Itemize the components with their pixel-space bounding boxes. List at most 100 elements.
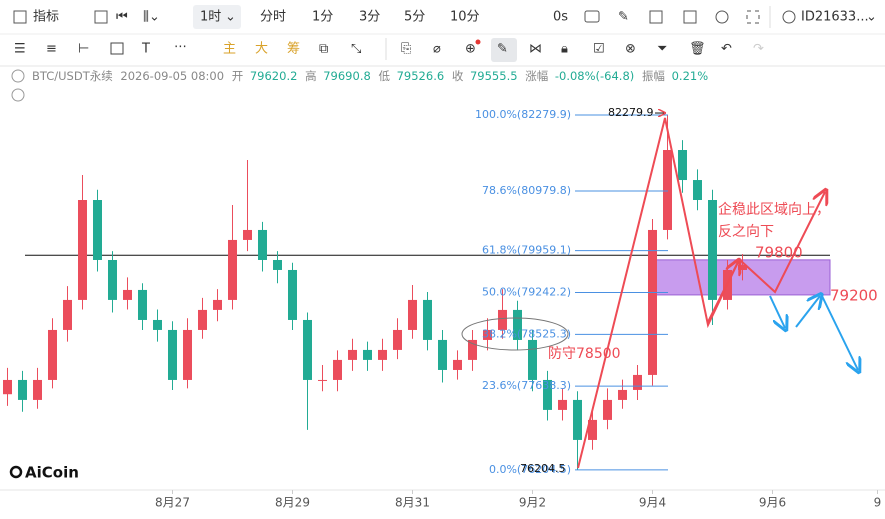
toggle-icon[interactable]: [11, 69, 25, 83]
candle-body: [348, 349, 357, 360]
tool-icon[interactable]: ⊗: [625, 42, 636, 57]
candle-body: [78, 200, 87, 300]
badge: [475, 39, 481, 45]
tool-button[interactable]: 大: [255, 42, 268, 57]
interval-list: 分时 1分 3分 5分 10分: [260, 10, 480, 25]
interval-option[interactable]: 1分: [312, 10, 333, 25]
toggle-icon[interactable]: [11, 88, 25, 102]
candle-body: [243, 229, 252, 240]
label: 开: [232, 69, 244, 83]
icon[interactable]: ⏮: [116, 10, 128, 25]
interval-selected-bg[interactable]: [193, 5, 241, 29]
icon[interactable]: [94, 10, 108, 24]
indicator-button[interactable]: 指标: [33, 10, 59, 25]
fullscreen-icon[interactable]: [746, 10, 760, 24]
tool-icon[interactable]: ⊕: [465, 42, 476, 57]
candle-body: [63, 299, 72, 330]
tool-icon[interactable]: ↷: [753, 42, 765, 57]
x-tick-label: 9月4: [639, 496, 666, 510]
candle-body: [198, 309, 207, 330]
blue-arrow: [821, 295, 858, 370]
icon[interactable]: [683, 10, 697, 24]
tool-icon[interactable]: ⧉: [319, 42, 328, 57]
logo-mark: [9, 465, 23, 479]
candle-body: [633, 374, 642, 390]
interval-option[interactable]: 5分: [404, 10, 425, 25]
tool-icon[interactable]: ☑: [593, 42, 605, 57]
icon: [13, 10, 27, 24]
value: 79555.5: [470, 69, 518, 83]
fib-label: 78.6%(80979.8): [482, 184, 571, 197]
candle-body: [108, 259, 117, 300]
toolbar-bg: [0, 0, 885, 34]
logo-text: AiCoin: [25, 464, 79, 482]
candle-body: [588, 419, 597, 440]
tool-icon[interactable]: ⋯: [174, 40, 187, 55]
tool-icon[interactable]: 🔒︎: [561, 42, 568, 57]
settings-icon[interactable]: [715, 10, 729, 24]
candle-body: [333, 359, 342, 380]
candle-body: [663, 150, 672, 230]
tool-icon[interactable]: 🗑︎: [689, 41, 706, 57]
tool-icon[interactable]: ≡: [46, 42, 57, 57]
candle-body: [738, 264, 747, 270]
candle-body: [153, 319, 162, 330]
account-id[interactable]: ID21633...: [801, 10, 869, 25]
edit-icon[interactable]: ✎: [618, 10, 629, 25]
blue-arrow: [769, 295, 785, 328]
fib-label: 50.0%(79242.2): [482, 285, 571, 298]
candle-body: [498, 309, 507, 330]
fib-label: 100.0%(82279.9): [475, 108, 571, 121]
chevron[interactable]: ⌄: [225, 10, 236, 25]
candle-body: [168, 329, 177, 380]
icon[interactable]: [649, 10, 663, 24]
candle-body: [303, 319, 312, 380]
x-tick-label: 9月6: [759, 496, 786, 510]
candle-body: [213, 299, 222, 310]
tool-selected-bg[interactable]: [491, 38, 517, 62]
annotation: 企稳此区域向上，: [718, 201, 830, 218]
x-tick-label: 8月29: [275, 496, 310, 510]
interval-option[interactable]: 分时: [260, 10, 286, 25]
x-tick-label: 9: [874, 496, 882, 510]
candle-body: [453, 359, 462, 370]
tool-icon[interactable]: ⊢: [78, 42, 89, 57]
camera-icon[interactable]: [584, 10, 600, 23]
candle-body: [123, 289, 132, 300]
link-icon: [782, 10, 796, 24]
interval-selected[interactable]: 1时: [200, 10, 221, 25]
tool-icon[interactable]: ⎘: [401, 42, 411, 57]
x-tick-label: 9月2: [519, 496, 546, 510]
value: -0.08%(-64.8): [555, 69, 634, 83]
candle-body: [693, 180, 702, 201]
candle-body: [483, 329, 492, 340]
tool-icon[interactable]: ☰: [14, 42, 26, 57]
interval-option[interactable]: 3分: [359, 10, 380, 25]
label: 涨幅: [525, 69, 548, 83]
tool-icon[interactable]: ⏷: [657, 42, 667, 57]
interval-option[interactable]: 10分: [450, 10, 480, 25]
tool-icon[interactable]: ⋈: [529, 42, 542, 57]
info-bar: BTC/USDT永续 2026-09-05 08:00 开 79620.2 高 …: [11, 69, 708, 102]
tool-button[interactable]: 主: [223, 42, 236, 57]
tool-icon[interactable]: [110, 42, 124, 55]
candle-body: [183, 329, 192, 380]
icon[interactable]: ⫼⌄: [143, 10, 160, 25]
annotation: 反之向下: [718, 224, 774, 240]
tool-icon[interactable]: T: [141, 42, 150, 57]
candle-body: [543, 379, 552, 410]
tool-icon[interactable]: ⌀: [433, 42, 441, 57]
candle-body: [438, 339, 447, 370]
candle-body: [18, 379, 27, 400]
tool-button[interactable]: 筹: [287, 41, 300, 57]
chevron[interactable]: ⌄: [866, 10, 877, 25]
tool-icon[interactable]: ⤡: [351, 42, 362, 57]
candle-body: [318, 379, 327, 381]
annotation: 防守78500: [548, 346, 621, 362]
timer[interactable]: 0s: [553, 10, 568, 25]
tool-icon[interactable]: ✎: [497, 42, 508, 57]
drawing-toolbar: ☰ ≡ ⊢ T ⋯ 主 大 筹 ⧉ ⤡ ⎘ ⌀ ⊕ ✎ ⋈ 🔒︎ ☑ ⊗ ⏷ 🗑…: [0, 33, 885, 67]
tool-icon[interactable]: ↶: [721, 42, 732, 57]
top-toolbar: 指标 ⏮ ⫼⌄ 1时 ⌄ 0s ✎ ID21633... ⌄: [0, 0, 885, 34]
